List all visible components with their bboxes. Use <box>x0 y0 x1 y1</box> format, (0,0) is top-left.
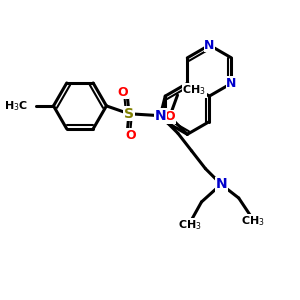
Text: CH$_3$: CH$_3$ <box>182 83 206 97</box>
Text: O: O <box>164 110 175 123</box>
Text: CH$_3$: CH$_3$ <box>178 219 202 232</box>
Text: N: N <box>226 77 237 90</box>
Text: N: N <box>154 109 166 123</box>
Text: N: N <box>215 177 227 191</box>
Text: O: O <box>126 129 136 142</box>
Text: N: N <box>204 39 214 52</box>
Text: O: O <box>118 86 128 99</box>
Text: H$_3$C: H$_3$C <box>4 99 28 113</box>
Text: S: S <box>124 107 134 121</box>
Text: CH$_3$: CH$_3$ <box>241 214 264 228</box>
